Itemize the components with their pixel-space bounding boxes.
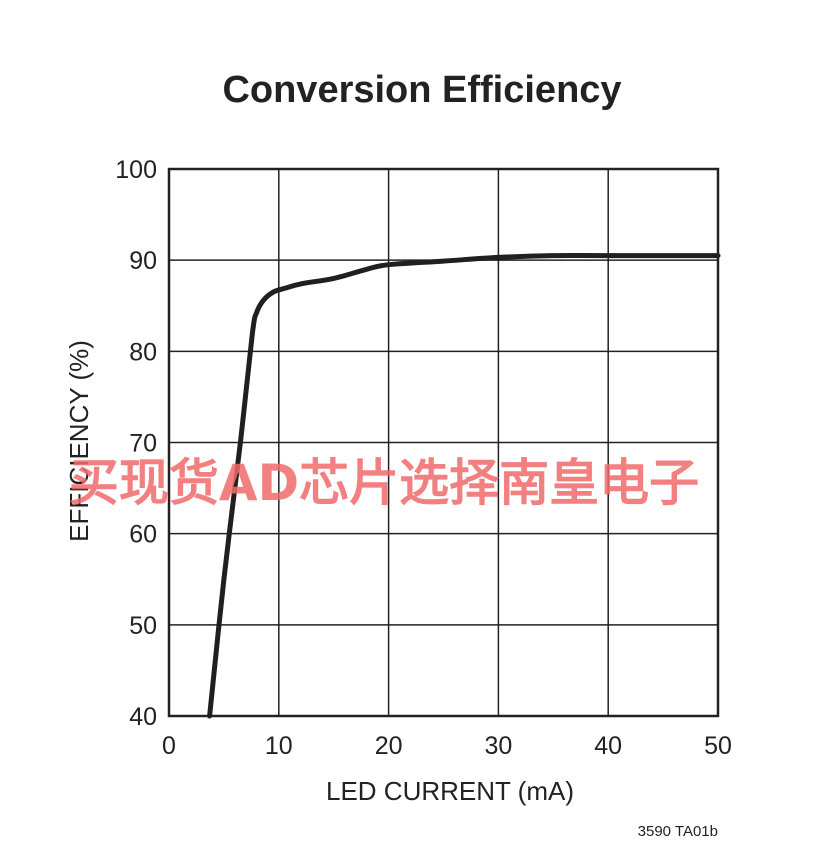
x-tick-label: 30 <box>484 732 512 760</box>
x-tick-labels: 0 10 20 30 40 50 <box>162 732 732 760</box>
x-tick-label: 20 <box>375 732 403 760</box>
y-axis-label: EFFICIENCY (%) <box>64 340 94 542</box>
x-tick-label: 40 <box>594 732 622 760</box>
figure-code: 3590 TA01b <box>638 823 718 840</box>
y-tick-labels: 40 50 60 70 80 90 100 <box>115 156 157 731</box>
x-tick-label: 0 <box>162 732 176 760</box>
watermark-text: 买现货AD芯片选择南皇电子 <box>69 454 699 512</box>
y-tick-label: 90 <box>129 247 157 275</box>
y-tick-label: 100 <box>115 156 157 184</box>
y-tick-label: 40 <box>129 703 157 731</box>
y-tick-label: 70 <box>129 430 157 458</box>
efficiency-series-line <box>207 252 721 719</box>
grid-lines <box>168 168 719 717</box>
y-tick-label: 80 <box>129 338 157 366</box>
chart-title: Conversion Efficiency <box>222 69 621 111</box>
y-tick-label: 60 <box>129 521 157 549</box>
plot-frame <box>167 167 720 718</box>
x-tick-label: 50 <box>704 732 732 760</box>
x-tick-label: 10 <box>265 732 293 760</box>
y-tick-label: 50 <box>129 612 157 640</box>
x-axis-label: LED CURRENT (mA) <box>326 776 574 806</box>
